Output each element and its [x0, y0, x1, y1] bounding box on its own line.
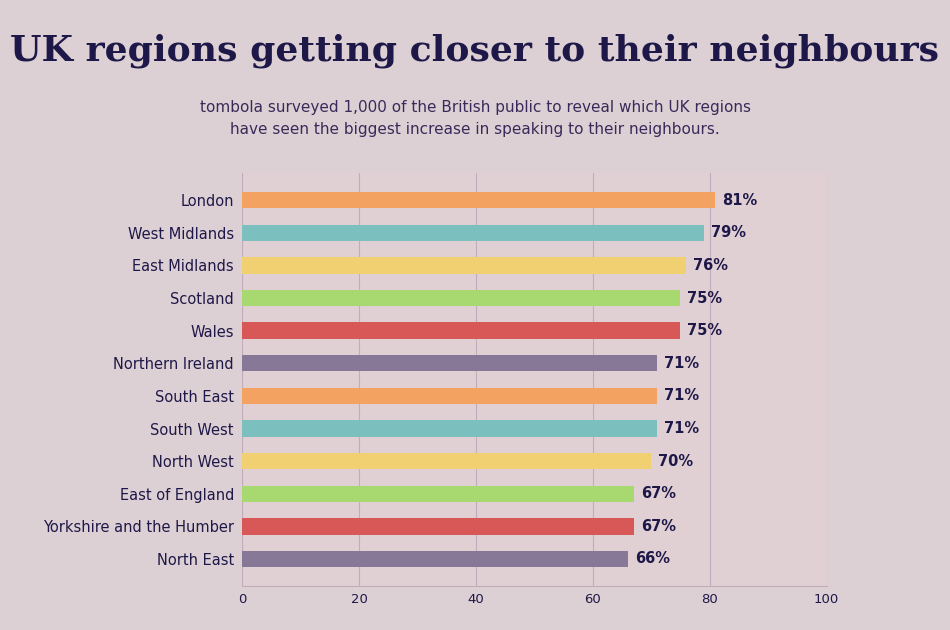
Text: UK regions getting closer to their neighbours: UK regions getting closer to their neigh…: [10, 33, 940, 68]
Bar: [242, 257, 686, 273]
Bar: [242, 387, 657, 404]
Bar: [242, 225, 704, 241]
Text: 81%: 81%: [723, 193, 758, 208]
Bar: [242, 518, 634, 534]
Text: 67%: 67%: [640, 486, 675, 501]
Bar: [242, 486, 634, 502]
Text: 76%: 76%: [694, 258, 729, 273]
Bar: [242, 551, 628, 567]
Bar: [242, 453, 652, 469]
Text: 75%: 75%: [688, 290, 723, 306]
Text: 79%: 79%: [711, 226, 746, 240]
Text: tombola surveyed 1,000 of the British public to reveal which UK regions
have see: tombola surveyed 1,000 of the British pu…: [200, 100, 751, 137]
Bar: [242, 420, 657, 437]
Text: 67%: 67%: [640, 519, 675, 534]
Text: 66%: 66%: [635, 551, 670, 566]
Text: 71%: 71%: [664, 421, 699, 436]
Text: 71%: 71%: [664, 356, 699, 371]
Bar: [242, 290, 680, 306]
Text: 71%: 71%: [664, 388, 699, 403]
Bar: [242, 323, 680, 339]
Bar: [242, 355, 657, 372]
Text: 75%: 75%: [688, 323, 723, 338]
Text: 70%: 70%: [658, 454, 694, 469]
Bar: [242, 192, 715, 209]
